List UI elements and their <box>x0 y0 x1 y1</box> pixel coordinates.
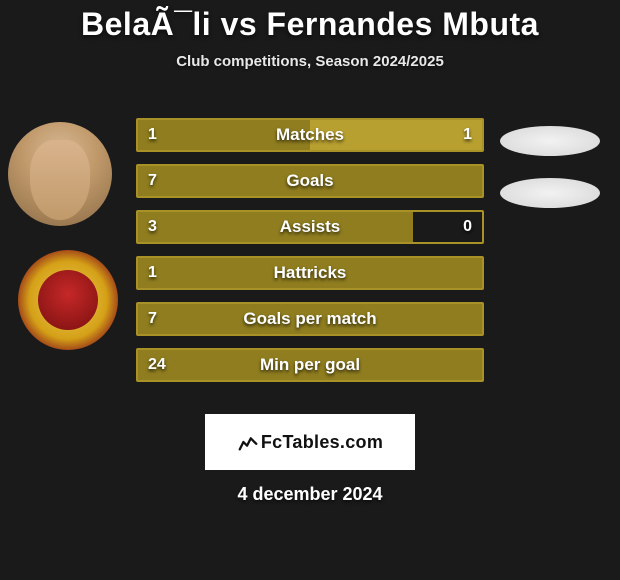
fctables-logo-icon <box>237 431 259 453</box>
stat-bar-fill-left <box>138 212 413 242</box>
stat-bar-fill-left <box>138 120 310 150</box>
stat-value-left: 3 <box>148 212 157 242</box>
stat-bar-fill-left <box>138 166 482 196</box>
stat-value-left: 1 <box>148 258 157 288</box>
brand-text: FcTables.com <box>261 432 383 453</box>
page-subtitle: Club competitions, Season 2024/2025 <box>0 53 620 70</box>
content-area: 11Matches7Goals30Assists1Hattricks7Goals… <box>0 98 620 398</box>
player-face-placeholder <box>30 140 90 220</box>
stat-bar: 24Min per goal <box>136 348 484 382</box>
club-right-badge <box>500 178 600 208</box>
stat-bar: 11Matches <box>136 118 484 152</box>
page-title: BelaÃ¯li vs Fernandes Mbuta <box>0 6 620 43</box>
stat-value-left: 7 <box>148 166 157 196</box>
stat-value-left: 1 <box>148 120 157 150</box>
stat-bar-fill-left <box>138 258 482 288</box>
stat-value-left: 24 <box>148 350 166 380</box>
date-label: 4 december 2024 <box>0 484 620 505</box>
brand-box: FcTables.com <box>205 414 415 470</box>
stat-bar: 1Hattricks <box>136 256 484 290</box>
club-left-badge <box>18 250 118 350</box>
player-right-avatar <box>500 126 600 156</box>
stat-value-right: 0 <box>463 212 472 242</box>
stat-bar-fill-right <box>310 120 482 150</box>
stat-bars: 11Matches7Goals30Assists1Hattricks7Goals… <box>136 118 484 382</box>
stat-bar: 30Assists <box>136 210 484 244</box>
stat-bar: 7Goals per match <box>136 302 484 336</box>
stat-value-left: 7 <box>148 304 157 334</box>
stat-bar-fill-left <box>138 350 482 380</box>
player-left-avatar <box>8 122 112 226</box>
stat-bar: 7Goals <box>136 164 484 198</box>
stat-value-right: 1 <box>463 120 472 150</box>
club-badge-inner <box>38 270 98 330</box>
stat-bar-fill-left <box>138 304 482 334</box>
infographic-container: BelaÃ¯li vs Fernandes Mbuta Club competi… <box>0 0 620 580</box>
